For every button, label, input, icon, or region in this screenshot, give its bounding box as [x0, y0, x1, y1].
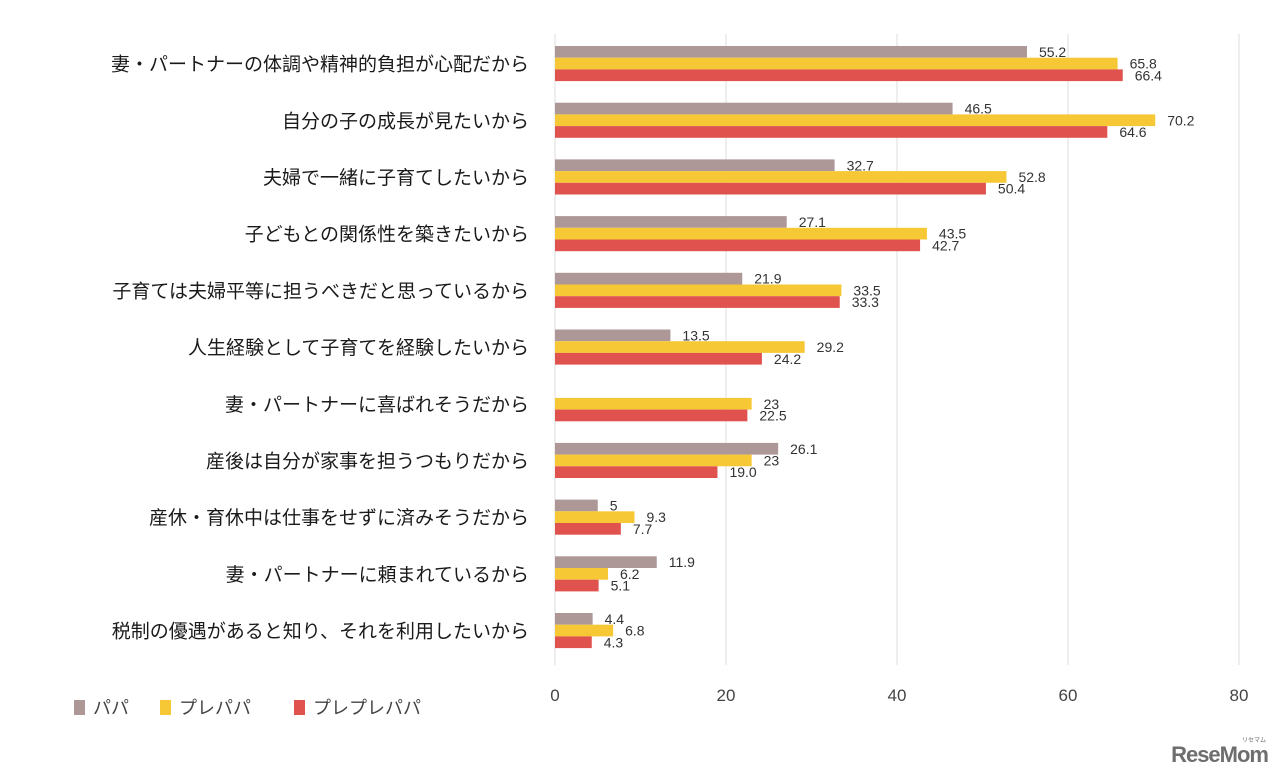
legend-label: プレパパ: [179, 698, 251, 719]
data-label: 21.9: [754, 271, 781, 287]
data-label: 52.8: [1018, 169, 1045, 185]
bar-preprepapa: [555, 466, 718, 478]
bar-prepapa: [555, 454, 752, 467]
data-label: 27.1: [799, 214, 826, 230]
bar-preprepapa: [555, 126, 1108, 138]
bar-papa: [555, 216, 787, 228]
data-label: 13.5: [682, 327, 709, 343]
data-label: 24.2: [774, 351, 801, 367]
data-label: 4.4: [605, 611, 625, 627]
bar-papa: [555, 329, 671, 342]
bar-prepapa: [555, 284, 842, 297]
data-label: 23: [764, 452, 780, 468]
category-label: 夫婦で一緒に子育てしたいから: [263, 167, 529, 189]
data-label: 70.2: [1167, 112, 1194, 128]
bar-papa: [555, 613, 593, 625]
data-label: 55.2: [1039, 44, 1066, 60]
bar-prepapa: [555, 624, 614, 637]
data-label: 65.8: [1130, 56, 1157, 72]
category-label: 妻・パートナーに頼まれているから: [226, 564, 529, 586]
legend-swatch: [160, 700, 171, 715]
bar-preprepapa: [555, 579, 599, 592]
bar-prepapa: [555, 511, 635, 523]
data-label: 22.5: [759, 407, 786, 423]
bar-preprepapa: [555, 296, 840, 308]
bar-preprepapa: [555, 239, 921, 252]
legend-swatch: [294, 700, 305, 715]
legend: パパ プレパパ プレプレパパ: [74, 698, 421, 719]
x-tick-label: 0: [550, 686, 559, 705]
data-label: 7.7: [633, 521, 653, 537]
bar-papa: [555, 499, 598, 512]
data-label: 19.0: [729, 464, 756, 480]
category-label: 自分の子の成長が見たいから: [282, 110, 529, 132]
data-label: 66.4: [1135, 67, 1162, 83]
bar-preprepapa: [555, 352, 762, 365]
legend-label: パパ: [93, 698, 129, 719]
bar-papa: [555, 46, 1027, 58]
bar-preprepapa: [555, 182, 986, 195]
bar-prepapa: [555, 397, 752, 410]
bar-preprepapa: [555, 636, 592, 649]
bar-papa: [555, 442, 779, 455]
category-label: 人生経験として子育てを経験したいから: [188, 337, 529, 359]
data-label: 43.5: [939, 226, 966, 242]
x-axis-ticks: 0 20 40 60 80: [550, 686, 1248, 705]
bar-preprepapa: [555, 69, 1123, 82]
legend-label: プレプレパパ: [313, 698, 421, 719]
x-tick-label: 80: [1230, 686, 1249, 705]
data-label: 6.2: [620, 566, 640, 582]
bars: [555, 46, 1156, 649]
data-label: 29.2: [817, 339, 844, 355]
data-label: 42.7: [932, 237, 959, 253]
x-tick-label: 40: [888, 686, 907, 705]
bar-prepapa: [555, 114, 1156, 127]
bar-prepapa: [555, 568, 609, 580]
bar-preprepapa: [555, 523, 621, 535]
data-label: 9.3: [647, 509, 667, 525]
data-label: 33.3: [852, 294, 879, 310]
bar-prepapa: [555, 341, 805, 353]
legend-swatch: [74, 700, 85, 715]
data-label: 23: [764, 396, 780, 412]
data-label: 64.6: [1119, 124, 1146, 140]
logo-kana: リセマム: [1241, 738, 1266, 744]
data-label: 50.4: [998, 181, 1025, 197]
bar-prepapa: [555, 57, 1118, 70]
data-label: 26.1: [790, 441, 817, 457]
data-label: 4.3: [604, 634, 624, 650]
data-label: 5: [610, 497, 618, 513]
bar-papa: [555, 556, 657, 568]
category-label: 子育ては夫婦平等に担うべきだと思っているから: [112, 280, 529, 302]
category-label: 産休・育休中は仕事をせずに済みそうだから: [149, 507, 529, 529]
category-label: 妻・パートナーに喜ばれそうだから: [225, 394, 529, 416]
x-tick-label: 20: [717, 686, 736, 705]
category-label: 税制の優遇があると知り、それを利用したいから: [112, 621, 529, 643]
data-label: 6.8: [625, 623, 645, 639]
category-label: 妻・パートナーの体調や精神的負担が心配だから: [111, 54, 529, 76]
bar-prepapa: [555, 227, 927, 240]
data-label: 33.5: [853, 282, 880, 298]
bar-papa: [555, 159, 835, 172]
category-label: 産後は自分が家事を担うつもりだから: [206, 450, 529, 472]
bar-papa: [555, 272, 743, 285]
bar-prepapa: [555, 171, 1007, 183]
bar-papa: [555, 102, 953, 115]
data-label: 5.1: [611, 578, 631, 594]
logo-text: ReseMom: [1171, 742, 1269, 767]
data-label: 46.5: [965, 101, 992, 117]
category-label: 子どもとの関係性を築きたいから: [245, 224, 529, 246]
data-label: 11.9: [669, 554, 695, 570]
x-tick-label: 60: [1059, 686, 1078, 705]
category-labels: 妻・パートナーの体調や精神的負担が心配だから自分の子の成長が見たいから夫婦で一緒…: [111, 54, 529, 643]
value-labels: 55.2 65.866.4 46.5 70.2 64.6 32.7 52.850.4 27.1…: [604, 44, 1195, 650]
data-label: 32.7: [847, 157, 874, 173]
resemom-logo: ReseMom リセマム: [1171, 738, 1269, 768]
bar-preprepapa: [555, 409, 748, 422]
